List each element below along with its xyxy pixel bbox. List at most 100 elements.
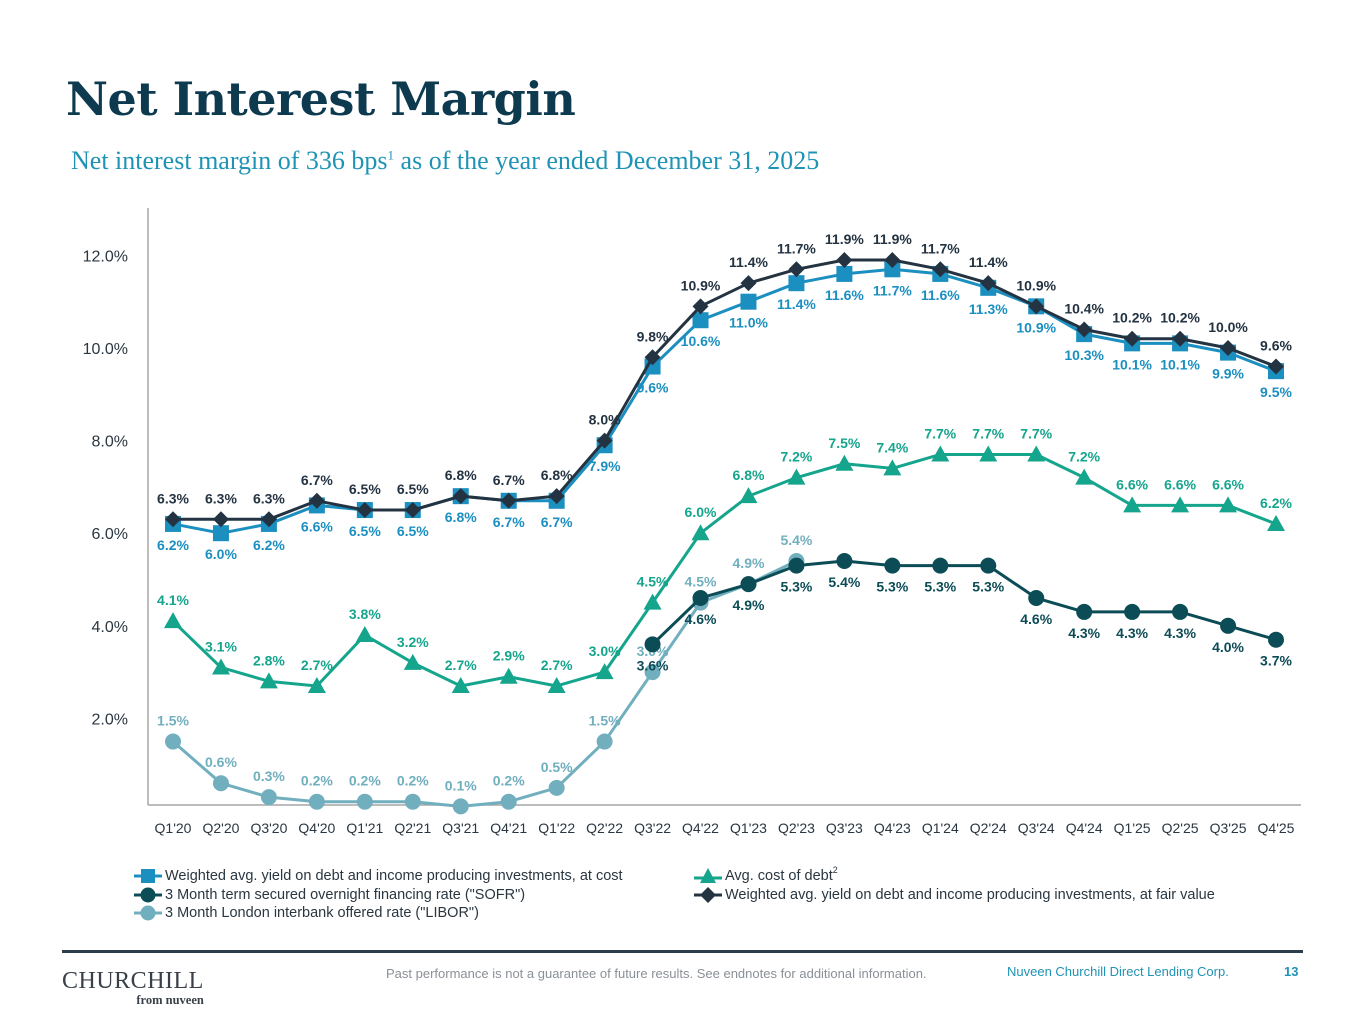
data-point-circle [788, 557, 805, 574]
data-label: 9.5% [1260, 384, 1292, 400]
data-label: 0.6% [205, 754, 237, 770]
data-point-square [788, 275, 805, 292]
subtitle-text-cont: as of the year ended December 31, 2025 [394, 146, 820, 175]
data-point-triangle [451, 676, 470, 693]
data-label: 6.0% [205, 546, 237, 562]
data-label: 11.4% [969, 254, 1008, 270]
data-label: 6.5% [349, 481, 381, 497]
data-point-triangle [547, 676, 566, 693]
data-label: 10.9% [1016, 277, 1056, 293]
x-tick-label: Q4'23 [874, 820, 911, 836]
data-point-circle [1076, 603, 1093, 620]
data-point-diamond [1124, 330, 1141, 347]
data-label: 5.4% [828, 574, 860, 590]
legend-label: Weighted avg. yield on debt and income p… [165, 868, 623, 885]
y-tick-label: 12.0% [83, 248, 128, 265]
data-label: 7.7% [924, 425, 956, 441]
data-point-triangle [739, 487, 758, 504]
data-label: 10.9% [681, 277, 721, 293]
y-tick-label: 10.0% [83, 341, 128, 358]
data-label: 11.4% [777, 296, 816, 312]
data-point-circle [404, 793, 421, 810]
data-label: 6.3% [253, 490, 285, 506]
data-point-circle [884, 557, 901, 574]
data-point-triangle [499, 667, 518, 684]
data-label: 4.6% [685, 611, 717, 627]
data-label: 10.4% [1064, 300, 1104, 316]
data-label: 6.5% [349, 523, 381, 539]
data-label: 6.6% [1116, 476, 1148, 492]
data-label: 7.9% [589, 458, 621, 474]
data-point-circle [356, 793, 373, 810]
data-label: 6.6% [1164, 476, 1196, 492]
logo-tagline: from nuveen [136, 993, 204, 1007]
data-label: 5.4% [780, 532, 812, 548]
series-line-3-month-london-interbank-offered-rate-li [172, 559, 798, 808]
data-label: 2.9% [493, 648, 525, 664]
data-label: 6.3% [205, 490, 237, 506]
data-point-square [740, 293, 757, 310]
data-point-circle [260, 789, 277, 806]
data-label: 11.4% [729, 254, 768, 270]
data-label: 6.6% [301, 518, 333, 534]
legend-item-yield-at-fair-value: Weighted avg. yield on debt and income p… [693, 886, 1215, 905]
square-marker-icon [134, 869, 162, 884]
data-point-circle [932, 557, 949, 574]
series-line-avg-cost-of-debt [171, 452, 1277, 688]
legend-item-sofr: 3 Month term secured overnight financing… [133, 886, 623, 905]
data-label: 11.7% [777, 240, 816, 256]
data-point-diamond [452, 488, 469, 505]
data-label: 3.7% [1260, 653, 1292, 669]
data-point-triangle [931, 445, 950, 462]
data-label: 10.2% [1112, 310, 1152, 326]
data-point-circle [165, 733, 181, 750]
data-label: 11.6% [825, 287, 864, 303]
y-tick-label: 8.0% [92, 434, 128, 451]
x-tick-label: Q2'21 [394, 820, 431, 836]
data-label: 5.3% [876, 579, 908, 595]
data-point-circle [1220, 617, 1237, 634]
data-label: 11.7% [873, 282, 912, 298]
data-point-circle [740, 576, 757, 593]
series-line-weighted-avg-yield-on-debt-and-income-pr [173, 258, 1277, 521]
data-label: 2.7% [301, 657, 333, 673]
data-label: 8.0% [589, 412, 621, 428]
data-point-diamond [1172, 330, 1189, 347]
data-label: 4.5% [637, 574, 669, 590]
data-point-diamond [692, 298, 709, 315]
x-tick-label: Q2'25 [1162, 820, 1199, 836]
page-title: Net Interest Margin [66, 72, 576, 126]
data-label: 0.2% [301, 773, 333, 789]
data-label: 7.7% [972, 425, 1004, 441]
data-point-triangle [259, 672, 278, 689]
data-label: 6.8% [733, 467, 765, 483]
legend-item-cost-of-debt: Avg. cost of debt 2 [693, 865, 1215, 886]
data-point-diamond [740, 275, 757, 292]
data-point-triangle [643, 593, 662, 610]
data-label: 6.6% [1212, 476, 1244, 492]
data-point-diamond [404, 502, 421, 519]
data-point-circle [452, 798, 469, 815]
data-label: 10.3% [1064, 347, 1104, 363]
data-point-diamond [884, 252, 901, 269]
x-tick-label: Q1'20 [155, 820, 192, 836]
data-label: 11.6% [921, 287, 960, 303]
data-point-triangle [1219, 496, 1238, 513]
data-point-circle [644, 636, 661, 653]
data-point-triangle [835, 454, 854, 471]
data-label: 5.3% [924, 579, 956, 595]
y-tick-label: 2.0% [92, 711, 128, 728]
page-subtitle: Net interest margin of 336 bps1 as of th… [71, 146, 819, 176]
data-point-triangle [595, 663, 614, 680]
data-point-circle [980, 557, 997, 574]
x-tick-label: Q3'21 [442, 820, 479, 836]
data-point-diamond [980, 275, 997, 292]
x-tick-label: Q1'22 [538, 820, 575, 836]
data-point-circle [1028, 590, 1045, 607]
churchill-logo: CHURCHILL from nuveen [62, 968, 204, 1008]
data-label: 10.9% [1016, 319, 1056, 335]
x-tick-label: Q2'22 [586, 820, 623, 836]
data-label: 11.0% [729, 315, 768, 331]
data-label: 3.0% [589, 643, 621, 659]
data-label: 3.1% [205, 638, 237, 654]
